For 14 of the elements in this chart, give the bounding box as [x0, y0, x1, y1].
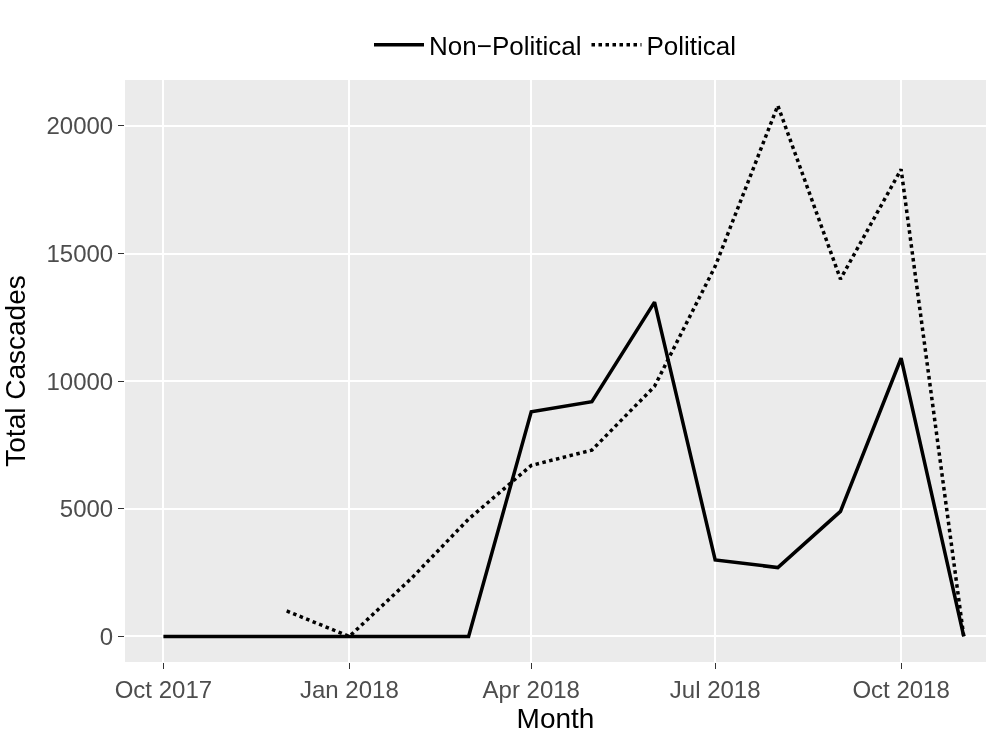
y-tick-label: 15000	[46, 239, 114, 267]
y-tick-label: 5000	[59, 495, 114, 523]
x-axis-title: Month	[516, 702, 595, 734]
legend-label: Political	[646, 30, 737, 61]
x-tick-label: Apr 2018	[482, 675, 580, 703]
x-tick-label: Oct 2018	[852, 675, 950, 703]
x-tick-label: Oct 2017	[114, 675, 213, 703]
legend-label: Non−Political	[429, 30, 582, 61]
y-axis-title: Total Cascades	[0, 275, 31, 467]
y-tick-label: 10000	[46, 367, 114, 395]
x-tick-label: Jan 2018	[299, 675, 399, 703]
y-tick-label: 20000	[46, 112, 114, 140]
x-tick-label: Jul 2018	[669, 675, 761, 703]
y-tick-label: 0	[99, 622, 114, 650]
